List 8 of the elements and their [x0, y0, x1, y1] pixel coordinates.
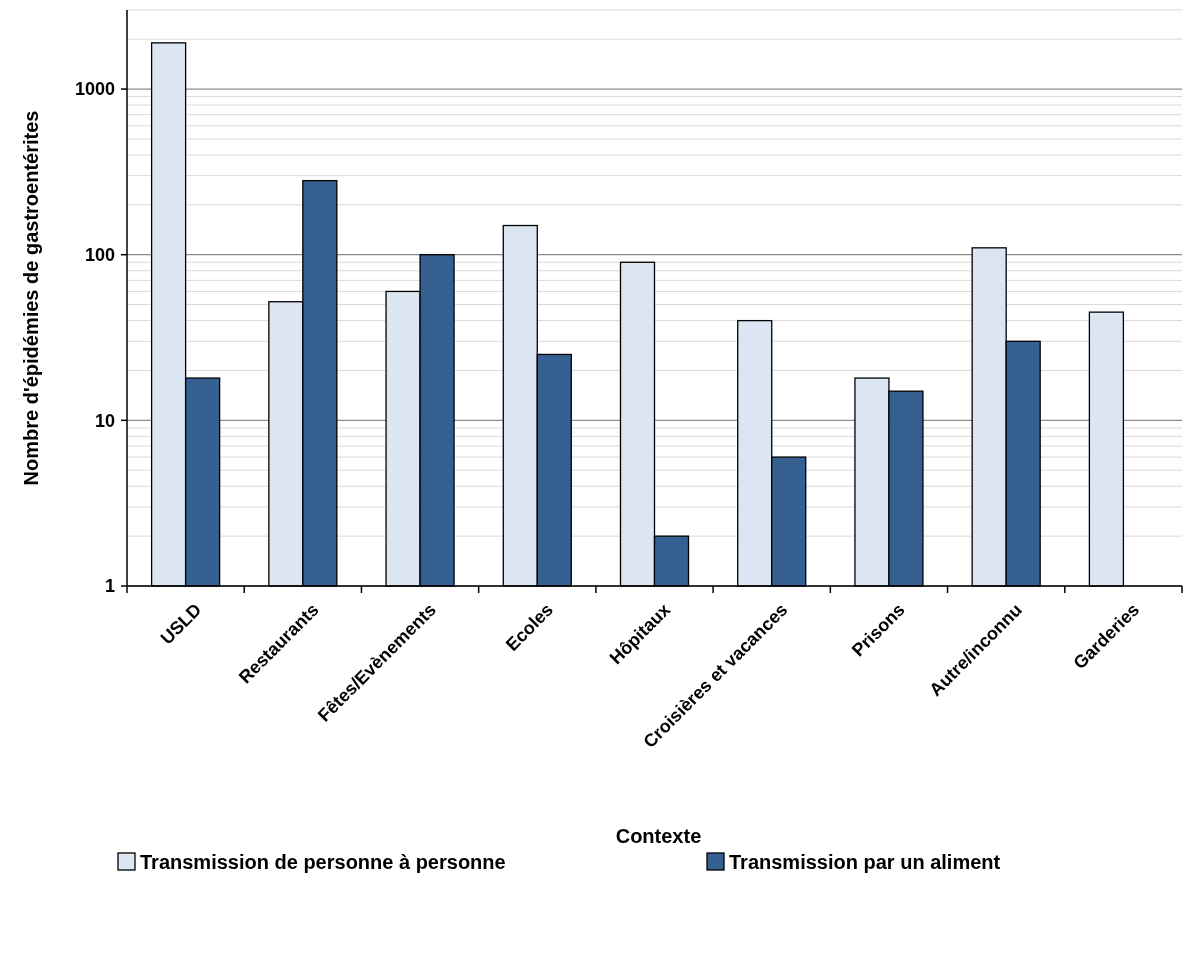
y-tick-label: 1000 — [74, 79, 115, 100]
y-tick-label: 100 — [84, 244, 115, 265]
x-axis-title: Contexte — [615, 825, 702, 847]
legend-label: Transmission par un aliment — [729, 851, 1001, 873]
legend-label: Transmission de personne à personne — [140, 851, 506, 873]
y-axis-title: Nombre d'épidémies de gastroentérites — [20, 110, 42, 486]
y-tick-label: 10 — [94, 410, 115, 431]
y-tick-label: 1 — [104, 576, 115, 597]
